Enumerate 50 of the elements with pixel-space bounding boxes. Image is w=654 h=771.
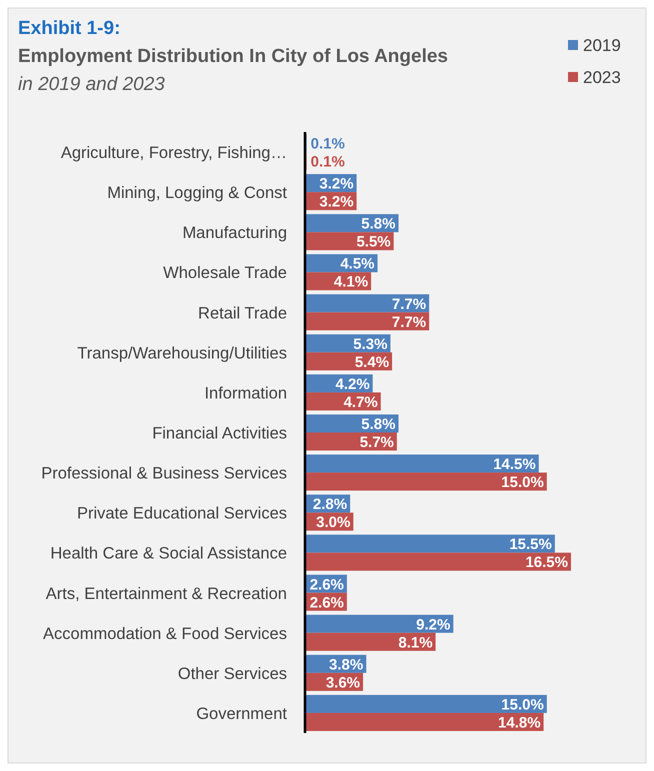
text: Exhibit 1-9: xyxy=(18,18,120,39)
data-label: 9.2% xyxy=(416,616,450,634)
data-label: 5.8% xyxy=(361,416,396,433)
y-tick-label: Financial Activities xyxy=(152,424,287,442)
y-tick-label: Health Care & Social Assistance xyxy=(50,544,287,563)
data-label: 15.5% xyxy=(509,536,552,554)
y-tick-label: Transp/Warehousing/Utilities xyxy=(77,344,287,362)
data-label: 3.2% xyxy=(319,176,354,193)
data-label: 3.0% xyxy=(316,514,350,532)
data-label: 16.5% xyxy=(525,554,568,572)
y-tick-label: Arts, Entertainment & Recreation xyxy=(46,584,287,603)
data-label: 0.1% xyxy=(310,136,345,153)
text: in 2019 and 2023 xyxy=(18,74,166,95)
data-label: 8.1% xyxy=(398,634,433,652)
data-label: 4.7% xyxy=(344,394,378,411)
data-label: 7.7% xyxy=(392,314,426,331)
y-tick-label: Wholesale Trade xyxy=(163,264,287,282)
data-label: 4.5% xyxy=(340,256,375,273)
data-label: 2.6% xyxy=(310,576,344,594)
data-label: 5.5% xyxy=(356,234,391,251)
data-label: 3.6% xyxy=(326,674,360,692)
y-tick-label: Mining, Logging & Const xyxy=(107,184,288,202)
y-tick-label: Manufacturing xyxy=(182,224,287,242)
y-tick-label: Private Educational Services xyxy=(76,504,287,523)
data-label: 3.8% xyxy=(329,656,364,674)
y-tick-label: Retail Trade xyxy=(198,304,287,322)
legend-label: 2019 xyxy=(583,36,621,55)
data-label: 4.1% xyxy=(334,274,368,291)
y-tick-label: Accommodation & Food Services xyxy=(43,624,287,643)
data-label: 7.7% xyxy=(392,296,426,313)
data-label: 5.4% xyxy=(354,354,390,371)
legend-label: 2023 xyxy=(583,68,621,87)
data-label: 0.1% xyxy=(310,154,345,171)
y-tick-label: Information xyxy=(204,384,287,402)
data-label: 15.0% xyxy=(501,474,544,492)
y-tick-label: Professional & Business Services xyxy=(41,464,287,483)
data-label: 4.2% xyxy=(336,376,370,393)
data-label: 5.7% xyxy=(360,434,394,452)
y-tick-label: Agriculture, Forestry, Fishing… xyxy=(60,144,287,162)
data-label: 14.5% xyxy=(493,456,536,474)
data-label: 2.8% xyxy=(312,496,348,514)
y-tick-label: Other Services xyxy=(178,664,287,683)
data-label: 5.3% xyxy=(353,336,388,353)
chart-subtitle: Employment Distribution In City of Los Angeles xyxy=(18,46,448,67)
data-label: 3.2% xyxy=(319,194,354,211)
data-label: 5.8% xyxy=(361,216,396,233)
data-label: 15.0% xyxy=(501,696,544,714)
data-label: 2.6% xyxy=(310,594,344,612)
y-tick-label: Government xyxy=(196,704,288,723)
data-label: 14.8% xyxy=(498,714,541,732)
